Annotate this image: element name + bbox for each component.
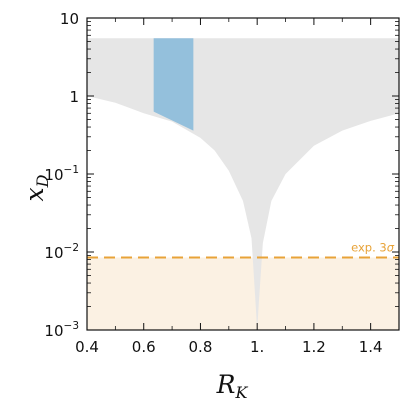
x-tick-label: 0.8 [189,338,213,356]
y-axis-label: xD [20,174,52,201]
axis-ticks: 0.4 0.6 0.8 1. 1.2 1.4 10−3 10−2 10−1 1 10 [44,10,400,356]
x-tick-label: 0.4 [75,338,99,356]
y-tick-label: 10 [60,10,79,28]
x-tick-label: 1.2 [302,338,326,356]
x-tick-label: 0.6 [132,338,156,356]
y-tick-label: 10−3 [44,320,79,340]
excluded-band [87,257,399,330]
y-tick-label: 10−1 [44,164,79,184]
limit-annotation: exp. 3σ [351,241,395,255]
plot-area [87,38,399,330]
x-tick-label: 1. [250,338,264,356]
x-axis-label: RK [216,370,249,402]
x-tick-label: 1.4 [359,338,383,356]
highlight-region [153,38,194,131]
y-tick-label: 1 [69,88,79,106]
y-tick-label: 10−2 [44,242,79,262]
